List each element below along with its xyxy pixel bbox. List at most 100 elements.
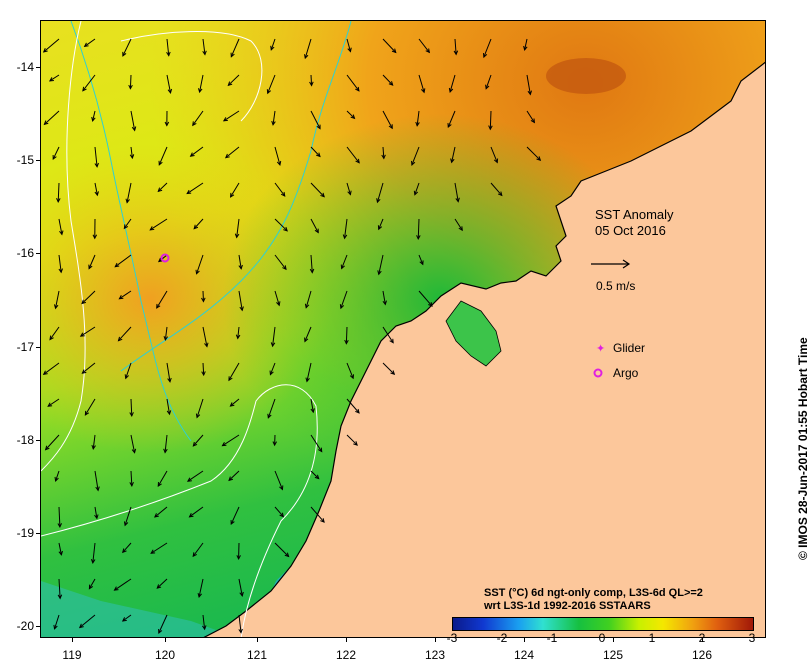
current-vector-arrow [187, 470, 204, 482]
current-vector-arrow [454, 38, 457, 55]
current-vector-arrow [114, 254, 132, 268]
current-vector-arrow [228, 362, 240, 381]
current-vector-arrowhead [202, 50, 207, 56]
current-vector-arrowhead [58, 550, 63, 556]
current-vector-arrow [418, 74, 425, 93]
current-vector-arrow [310, 110, 321, 129]
current-vector-arrowhead [124, 374, 129, 380]
current-vector-arrow [190, 146, 204, 157]
current-vector-arrow [55, 470, 60, 482]
current-vector-arrowhead [229, 402, 235, 407]
legend-glider-label: Glider [613, 341, 646, 355]
current-vector-arrow [129, 74, 132, 89]
current-vector-arrowhead [279, 512, 285, 518]
current-vector-arrow [346, 110, 355, 119]
current-vector-arrowhead [125, 198, 130, 204]
current-vector-arrow [88, 254, 96, 269]
current-vector-arrowhead [113, 586, 119, 591]
current-vector-arrow [130, 470, 133, 486]
current-vector-arrow [81, 290, 96, 304]
current-vector-arrow [130, 398, 133, 416]
current-vector-arrow [310, 182, 325, 198]
current-vector-arrowhead [157, 187, 163, 193]
current-vector-arrowhead [239, 306, 244, 312]
current-vector-arrow [164, 326, 168, 341]
current-vector-arrowhead [189, 152, 195, 157]
current-vector-arrow [310, 254, 313, 273]
lat-tick: -16 [16, 246, 34, 260]
current-vector-arrow [382, 146, 385, 159]
current-vector-arrowhead [202, 625, 207, 631]
current-vector-arrow [346, 434, 358, 446]
current-vector-arrow [225, 146, 240, 159]
current-vector-arrow [47, 398, 60, 407]
current-vector-arrowhead [44, 445, 50, 451]
current-vector-arrow [192, 110, 204, 126]
current-vector-arrow [378, 254, 384, 275]
current-vector-arrowhead [54, 476, 59, 482]
lat-tick: -20 [16, 619, 34, 633]
current-vector-arrowhead [157, 482, 162, 487]
current-vector-arrowhead [389, 338, 394, 344]
current-vector-arrow [94, 506, 98, 519]
current-vector-arrowhead [154, 513, 159, 518]
current-vector-arrowhead [192, 441, 198, 447]
current-vector-arrow [82, 362, 96, 374]
current-vector-arrow [346, 146, 360, 164]
current-vector-arrow [418, 290, 433, 307]
current-vector-arrow [79, 614, 96, 628]
current-vector-arrowhead [381, 154, 386, 160]
current-vector-arrowhead [448, 87, 454, 93]
current-vector-arrowhead [376, 198, 381, 204]
current-vector-arrowhead [493, 158, 499, 164]
current-vector-arrowhead [305, 377, 310, 383]
legend-argo-label: Argo [613, 366, 639, 380]
current-vector-arrow [202, 362, 205, 376]
current-vector-arrow [55, 290, 60, 309]
current-vector-arrowhead [222, 117, 228, 122]
current-vector-arrowhead [167, 88, 173, 94]
colorbar-tick: 0 [598, 631, 606, 645]
current-vector-arrowhead [230, 520, 235, 526]
current-vector-arrowhead [342, 234, 348, 240]
current-vector-arrowhead [390, 370, 396, 375]
current-vector-arrowhead [270, 342, 276, 348]
current-vector-arrow [130, 110, 136, 131]
current-vector-arrow [158, 614, 168, 634]
current-vector-arrow [58, 542, 62, 555]
current-vector-arrow [122, 38, 132, 57]
current-vector-arrowhead [230, 192, 235, 198]
current-vector-arrowhead [149, 226, 155, 231]
argo-legend-marker [593, 368, 603, 378]
current-vector-arrow [124, 506, 132, 526]
current-vector-arrowhead [269, 370, 274, 376]
current-vector-arrowhead [318, 447, 323, 453]
current-vector-arrow [524, 38, 528, 50]
current-vector-arrowhead [59, 230, 64, 236]
current-vector-arrowhead [450, 158, 455, 164]
current-vector-arrowhead [482, 53, 488, 59]
current-vector-arrow [382, 362, 395, 375]
current-vector-arrowhead [382, 300, 387, 306]
current-vector-arrowhead [340, 264, 345, 270]
lon-tick: 125 [602, 648, 624, 662]
current-vector-arrowhead [419, 260, 424, 266]
current-vector-arrowhead [355, 158, 360, 164]
current-vector-arrow [269, 362, 276, 375]
current-vector-arrowhead [353, 441, 358, 446]
current-vector-arrowhead [428, 302, 433, 307]
current-vector-arrow [274, 182, 286, 197]
current-vector-arrowhead [320, 192, 325, 198]
current-vector-arrowhead [129, 412, 134, 418]
current-vector-arrowhead [166, 410, 172, 416]
current-vector-arrowhead [158, 160, 163, 166]
current-vector-arrowhead [425, 48, 431, 54]
map-caption: SST (°C) 6d ngt-only comp, L3S-6d QL>=2 … [484, 587, 703, 613]
current-vector-arrow [88, 578, 96, 589]
current-vector-arrowhead [83, 42, 89, 48]
current-vector-arrow [94, 470, 99, 491]
lat-tick: -15 [16, 153, 34, 167]
current-vector-arrow [202, 38, 206, 55]
current-vector-arrow [45, 434, 60, 450]
current-vector-arrowhead [227, 81, 233, 87]
